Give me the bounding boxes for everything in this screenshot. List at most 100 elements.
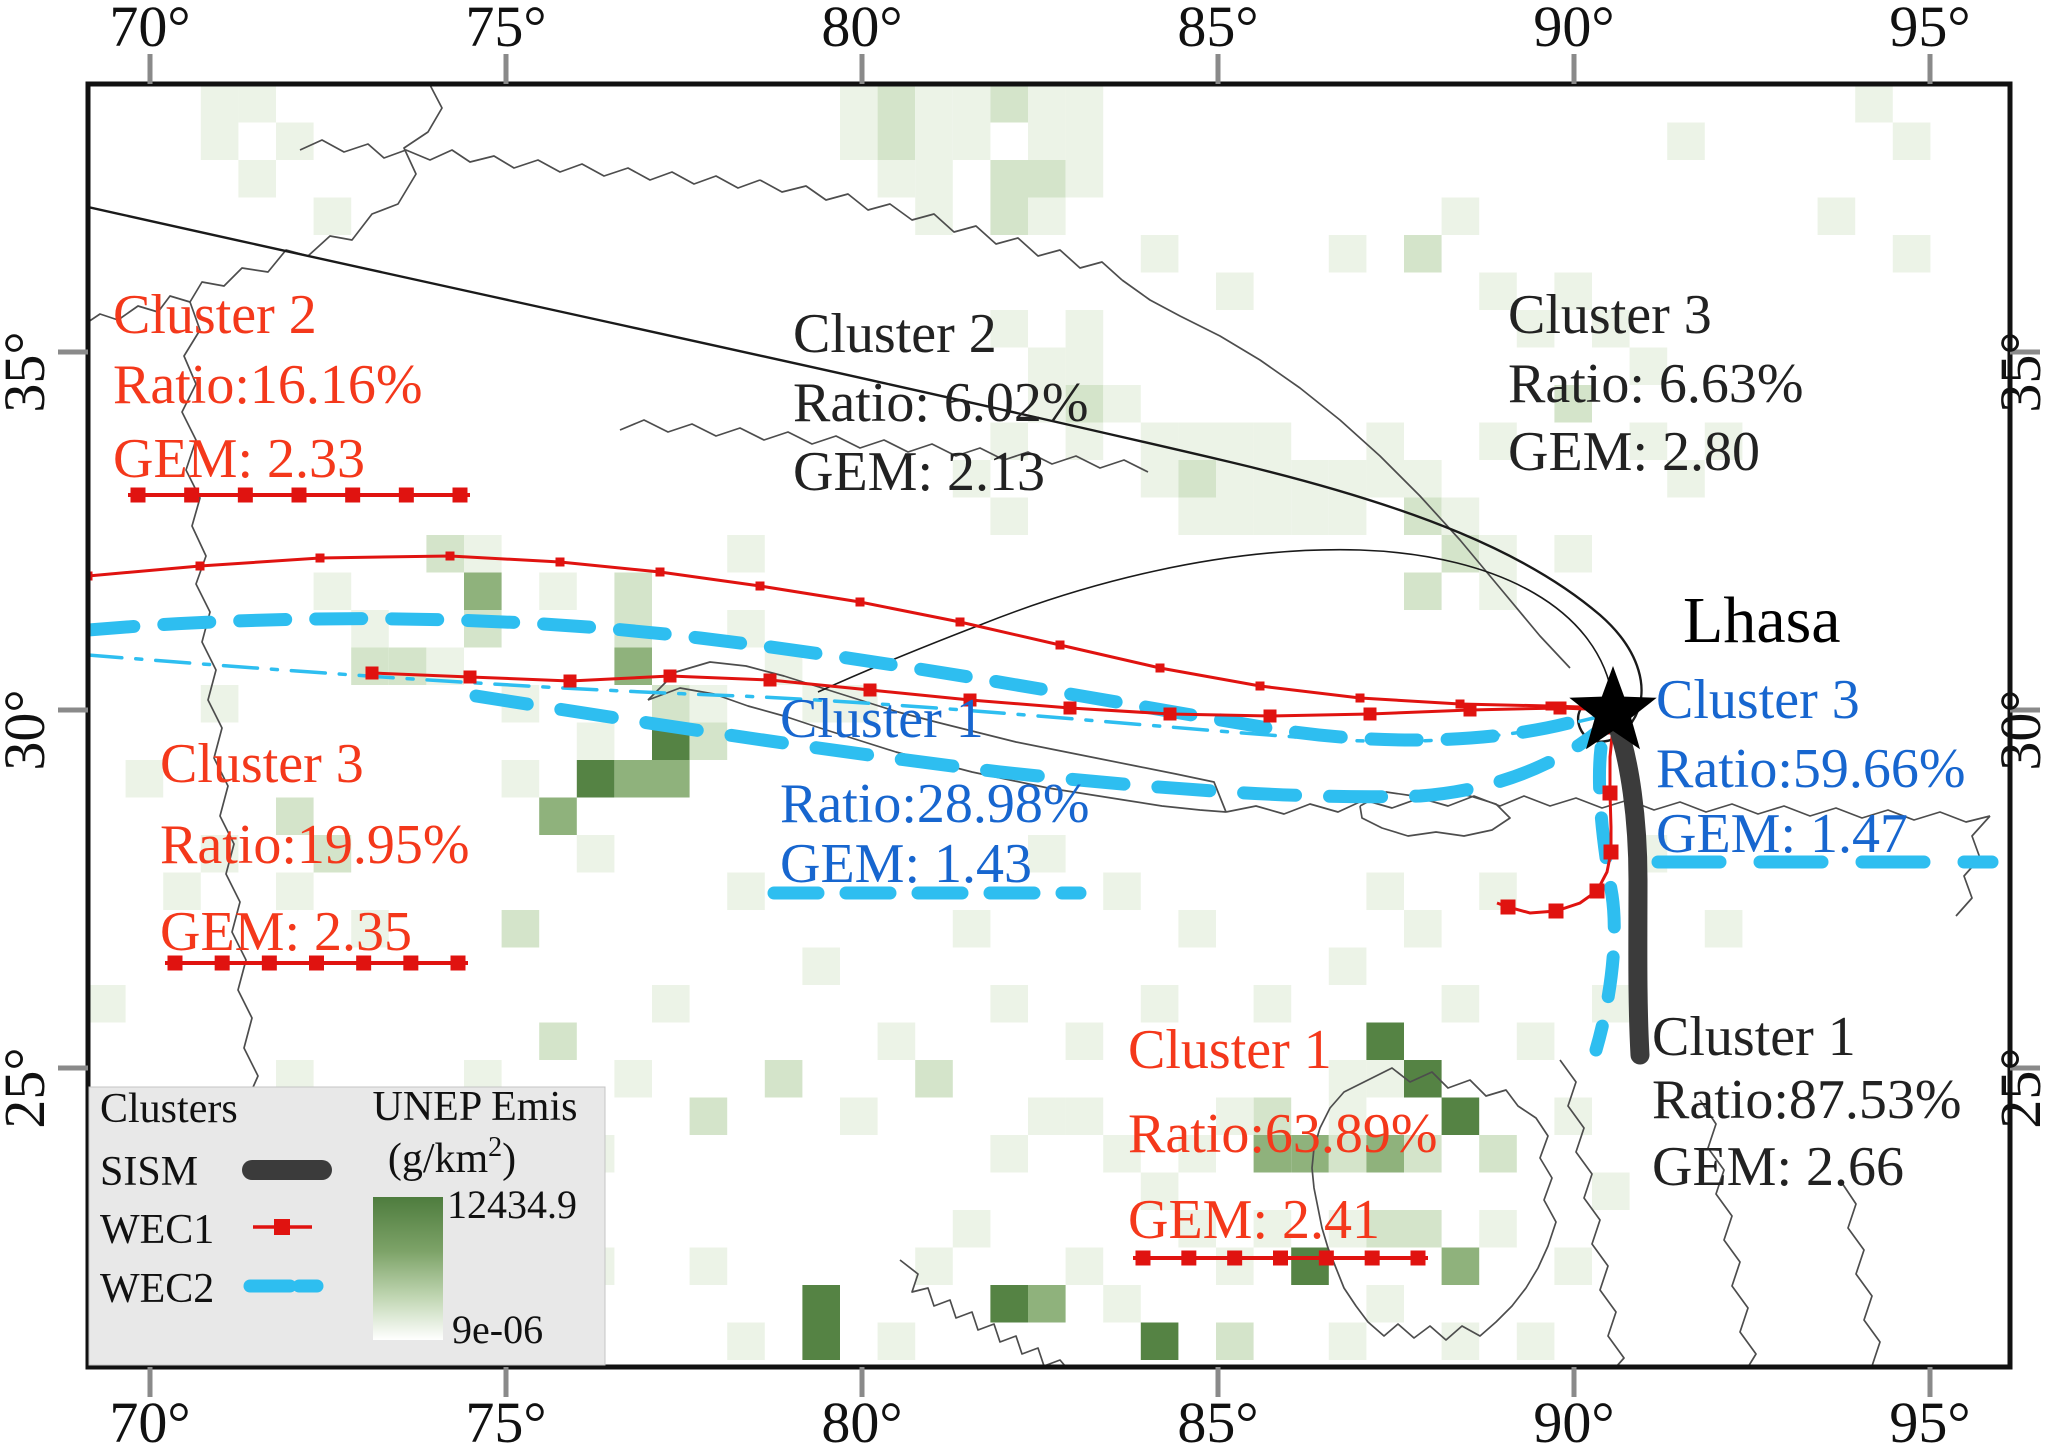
emission-cell: [276, 797, 314, 835]
emission-cell: [1404, 1060, 1442, 1098]
red-northwest-marker: [1455, 699, 1465, 709]
emission-cell: [1103, 385, 1141, 423]
black-trajectory-line: [817, 548, 1614, 701]
country-border-line: [899, 1259, 1067, 1367]
annotation-wec1-cluster1-line1: Ratio:63.89%: [1128, 1103, 1438, 1165]
emission-cell: [952, 122, 991, 160]
axis-label-bottom: 70°: [109, 1390, 190, 1455]
emission-cell: [1592, 310, 1630, 348]
axis-label-top: 90°: [1533, 0, 1614, 59]
emission-cell: [1441, 985, 1480, 1023]
emission-cell: [1028, 85, 1066, 123]
emission-cell: [1328, 1097, 1367, 1135]
red-west-marker: [1063, 701, 1077, 715]
emission-cell: [1366, 1022, 1404, 1060]
annotation-wec1-cluster3: Cluster 3 Ratio:19.95% GEM: 2.35: [160, 733, 470, 971]
red-west-marker: [365, 666, 379, 680]
emission-cell: [990, 1285, 1028, 1323]
red-northwest-marker: [1355, 693, 1365, 703]
emission-cell: [1103, 872, 1141, 910]
emission-cell: [915, 1060, 953, 1098]
emission-cell: [1479, 272, 1517, 310]
emission-cell: [727, 535, 765, 573]
emission-cell: [1404, 1210, 1442, 1248]
annotation-sism-cluster3-line0: Cluster 3: [1508, 284, 1712, 346]
emission-cell: [727, 872, 765, 910]
emission-cell: [840, 85, 878, 123]
annotation-underline-marker: [130, 487, 146, 503]
emission-cell: [1516, 310, 1555, 348]
emission-cell: [1216, 1322, 1254, 1360]
legend-item-sism: SISM: [100, 1149, 198, 1195]
country-border-line: [1311, 1067, 1557, 1341]
axis-label-right: 25°: [1988, 1047, 2053, 1128]
annotation-sism-cluster2-line2: GEM: 2.13: [793, 441, 1045, 503]
emission-cell: [1065, 1247, 1104, 1285]
emission-cell: [1704, 422, 1743, 460]
axis-label-bottom: 75°: [465, 1390, 546, 1455]
axis-label-bottom: 90°: [1533, 1390, 1614, 1455]
emission-cell: [576, 760, 615, 798]
axis-label-bottom: 85°: [1177, 1390, 1258, 1455]
annotation-wec1-cluster3-line2: GEM: 2.35: [160, 901, 412, 963]
emission-cell: [764, 1060, 803, 1098]
annotation-underline-marker: [398, 487, 414, 503]
emission-cell: [1253, 460, 1292, 498]
emission-cell: [1629, 347, 1668, 385]
emission-cell: [1441, 1322, 1480, 1360]
annotation-sism-cluster2-line0: Cluster 2: [793, 303, 997, 365]
emission-cell: [1328, 497, 1367, 535]
emission-cell: [990, 497, 1028, 535]
legend-panel: [88, 1086, 606, 1366]
emission-cell: [1065, 1097, 1104, 1135]
country-border-line: [299, 139, 761, 189]
emission-cell: [1065, 85, 1104, 123]
emission-cell: [1554, 272, 1592, 310]
emission-cell: [1028, 122, 1066, 160]
emission-cell: [1103, 1285, 1141, 1323]
emission-cell: [1328, 460, 1367, 498]
colorbar-unit-prefix: (g/km: [388, 1136, 489, 1182]
annotation-wec1-cluster1-line0: Cluster 1: [1128, 1019, 1332, 1081]
emission-cell: [915, 160, 953, 198]
emission-cell: [125, 760, 164, 798]
annotation-wec2-cluster1-line2: GEM: 1.43: [780, 833, 1032, 895]
emission-cell: [990, 1135, 1028, 1173]
annotation-underline-marker: [1181, 1250, 1197, 1266]
emission-cell: [1028, 1285, 1066, 1323]
emission-cell: [501, 910, 540, 948]
emission-cell: [1140, 235, 1179, 273]
red-west-marker: [763, 673, 777, 687]
emission-cell: [464, 572, 502, 610]
emission-cell: [614, 1060, 652, 1098]
emission-cell: [1065, 347, 1104, 385]
emission-cell: [802, 1322, 840, 1360]
annotations: Cluster 2 Ratio:16.16% GEM: 2.33 Cluster 2 R…: [113, 284, 1999, 1266]
axis-label-right: 30°: [1988, 689, 2053, 770]
colorbar-unit-suffix: ): [502, 1136, 516, 1182]
emission-cell: [1366, 460, 1404, 498]
annotation-sism-cluster1-line1: Ratio:87.53%: [1652, 1069, 1962, 1131]
annotation-wec2-cluster3: Cluster 3 Ratio:59.66%GEM: 1.47: [1651, 669, 1999, 869]
emission-cell: [1479, 1135, 1517, 1173]
emission-cell: [802, 947, 840, 985]
colorbar-unit: (g/km2): [388, 1132, 516, 1182]
emission-cell: [952, 910, 991, 948]
red-south-marker: [1548, 903, 1564, 919]
annotation-underline-marker: [1364, 1250, 1380, 1266]
emission-cell: [1140, 985, 1179, 1023]
emission-cell: [840, 122, 878, 160]
emission-cell: [1554, 1247, 1592, 1285]
red-northwest-marker: [1155, 663, 1165, 673]
emission-cell: [1516, 1022, 1555, 1060]
emission-cell: [88, 985, 126, 1023]
emission-cell: [1366, 1060, 1404, 1098]
annotation-wec2-cluster1-line0: Cluster 1: [780, 688, 984, 750]
red-south-marker: [1500, 899, 1516, 915]
red-northwest-marker: [195, 561, 205, 571]
emission-cell: [1629, 422, 1668, 460]
wec1-sample-marker: [274, 1219, 290, 1235]
